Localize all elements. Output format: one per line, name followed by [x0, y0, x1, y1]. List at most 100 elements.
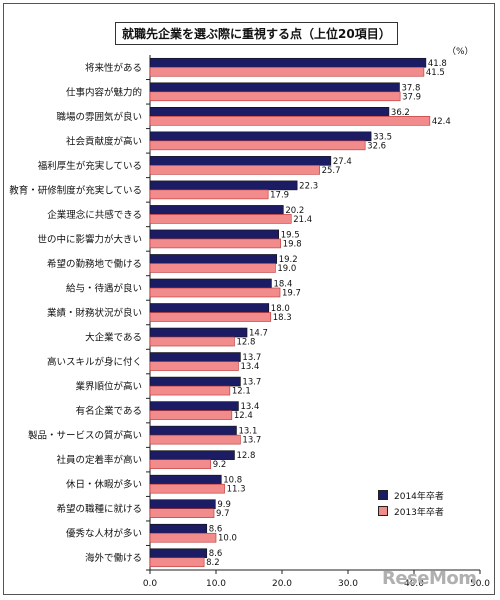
bar-2014: [149, 425, 237, 436]
bar-2013: [149, 263, 276, 273]
category-label: 社会貢献度が高い: [66, 135, 142, 147]
value-label-2014: 9.9: [217, 500, 231, 510]
bar-2013: [149, 557, 205, 568]
bar-2014: [149, 180, 298, 191]
bar-2014: [149, 205, 284, 215]
value-label-2013: 37.9: [402, 92, 421, 102]
category-label: 社員の定着率が高い: [56, 454, 142, 466]
legend-item-2014: 2014年卒者: [378, 487, 444, 503]
legend-swatch-2014: [378, 490, 388, 500]
category-label: 海外で働ける: [85, 552, 142, 564]
value-label-2014: 18.4: [273, 279, 292, 289]
category-label: 希望の勤務地で働ける: [47, 258, 142, 270]
category-label: 有名企業である: [76, 405, 142, 417]
bar-2013: [149, 361, 239, 371]
bar-2013: [149, 116, 431, 126]
bar-2014: [149, 82, 400, 93]
bar-2013: [149, 532, 217, 543]
value-label-2013: 12.1: [232, 387, 251, 397]
bar-2013: [149, 483, 225, 494]
category-label: 仕事内容が魅力的: [66, 86, 142, 98]
category-label: 業績・財務状況が良い: [47, 307, 142, 319]
value-label-2013: 19.7: [282, 288, 301, 298]
x-tick-label: 40.0: [404, 579, 424, 589]
category-label: 将来性がある: [85, 62, 142, 74]
value-label-2013: 9.2: [213, 460, 227, 470]
bar-2014: [149, 303, 270, 313]
value-label-2014: 13.1: [238, 427, 257, 437]
value-label-2014: 12.8: [236, 451, 255, 461]
category-label: 製品・サービスの質が高い: [28, 430, 142, 442]
bar-2014: [149, 229, 279, 240]
value-label-2013: 9.7: [216, 509, 230, 519]
value-label-2013: 10.0: [218, 534, 237, 544]
value-label-2014: 41.8: [428, 59, 447, 69]
bar-2013: [149, 214, 292, 224]
bar-2014: [149, 327, 248, 338]
value-label-2013: 21.4: [293, 215, 312, 225]
legend-label-2013: 2013年卒者: [394, 507, 444, 518]
value-label-2013: 32.6: [367, 141, 386, 151]
value-label-2013: 13.7: [242, 436, 261, 446]
category-label: 職場の雰囲気が良い: [56, 111, 142, 123]
value-label-2014: 8.6: [209, 525, 223, 535]
value-label-2014: 13.7: [242, 378, 261, 388]
bar-2014: [149, 131, 372, 142]
bar-2014: [149, 57, 427, 68]
category-label: 大企業である: [85, 332, 142, 344]
bar-2013: [149, 66, 425, 77]
bar-2013: [149, 410, 233, 420]
value-label-2014: 18.0: [271, 304, 290, 314]
value-label-2014: 33.5: [373, 132, 392, 142]
bar-2014: [149, 499, 216, 509]
category-label: 企業理念に共感できる: [47, 209, 142, 221]
bar-2014: [149, 254, 278, 264]
bar-2013: [149, 189, 269, 200]
value-label-2014: 27.4: [333, 157, 352, 167]
value-label-2014: 13.4: [240, 402, 259, 412]
value-label-2013: 8.2: [206, 558, 220, 568]
value-label-2014: 36.2: [391, 108, 410, 118]
bar-2014: [149, 352, 241, 362]
value-label-2013: 19.8: [283, 239, 302, 249]
category-label: 休日・休暇が多い: [66, 479, 142, 491]
category-label: 希望の職種に就ける: [56, 503, 142, 515]
category-label: 教育・研修制度が充実している: [9, 184, 142, 196]
bar-2013: [149, 91, 401, 102]
value-label-2014: 19.2: [279, 255, 298, 265]
x-tick-label: 20.0: [272, 579, 292, 589]
unit-label: （%）: [447, 47, 474, 57]
watermark-logo: ReseMom: [382, 568, 477, 589]
x-tick-label: 50.0: [470, 579, 490, 589]
bar-2013: [149, 312, 272, 322]
bar-2014: [149, 548, 208, 559]
bar-2013: [149, 508, 215, 518]
value-label-2013: 18.3: [273, 313, 292, 323]
bar-2014: [149, 450, 235, 460]
value-label-2013: 42.4: [432, 117, 451, 127]
value-label-2013: 11.3: [227, 485, 246, 495]
category-label: 優秀な人材が多い: [66, 528, 142, 540]
bar-2013: [149, 336, 235, 347]
bar-2013: [149, 459, 212, 469]
bar-2014: [149, 523, 208, 534]
bar-2013: [149, 165, 320, 175]
value-label-2013: 19.0: [277, 264, 296, 274]
bar-2014: [149, 278, 272, 289]
x-tick-label: 0.0: [143, 579, 158, 589]
category-label: 給与・待遇が良い: [66, 282, 142, 294]
chart-frame: [3, 3, 495, 595]
value-label-2013: 13.4: [240, 362, 259, 372]
value-label-2014: 20.2: [285, 206, 304, 216]
x-tick-label: 10.0: [206, 579, 226, 589]
x-tick-label: 30.0: [338, 579, 358, 589]
value-label-2014: 14.7: [249, 329, 268, 339]
value-label-2014: 22.3: [299, 181, 318, 191]
bar-2014: [149, 107, 390, 117]
bar-2013: [149, 434, 241, 445]
value-label-2013: 17.9: [270, 190, 289, 200]
value-label-2014: 8.6: [209, 549, 223, 559]
bar-2014: [149, 474, 222, 485]
legend-item-2013: 2013年卒者: [378, 503, 444, 519]
